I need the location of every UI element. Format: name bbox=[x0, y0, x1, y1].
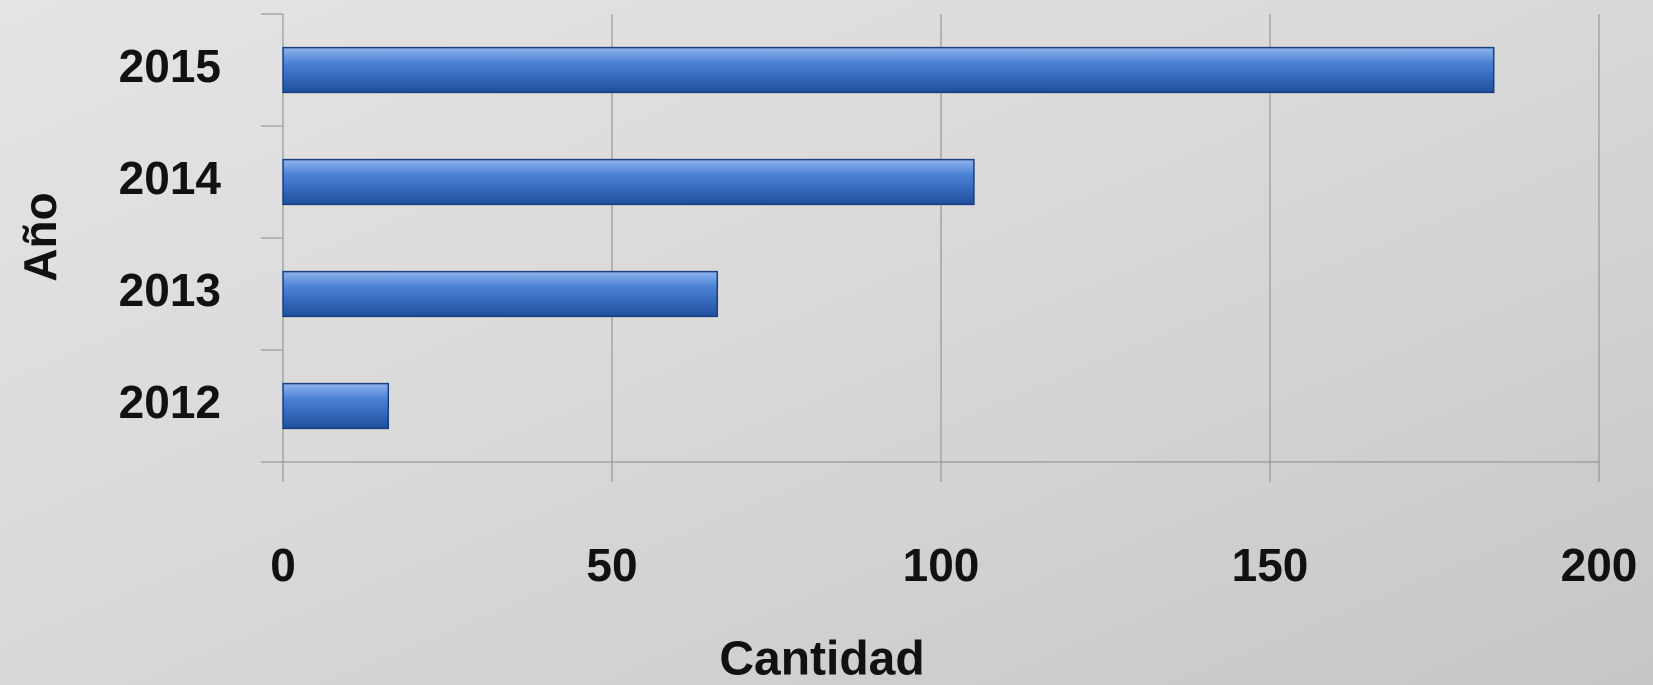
x-axis-title: Cantidad bbox=[719, 633, 924, 685]
bar bbox=[282, 382, 390, 430]
x-tick-label: 0 bbox=[270, 539, 296, 591]
y-tick-label: 2014 bbox=[119, 152, 222, 204]
x-tick-label: 150 bbox=[1232, 539, 1309, 591]
y-axis-title: Año bbox=[14, 192, 66, 281]
bar bbox=[282, 46, 1495, 94]
bar bbox=[282, 158, 975, 206]
y-tick-label: 2012 bbox=[119, 376, 221, 428]
x-tick-label: 100 bbox=[903, 539, 980, 591]
x-tick-label: 200 bbox=[1561, 539, 1638, 591]
bar bbox=[282, 270, 719, 318]
x-tick-label: 50 bbox=[586, 539, 637, 591]
y-tick-label: 2015 bbox=[119, 40, 221, 92]
y-tick-label: 2013 bbox=[119, 264, 221, 316]
